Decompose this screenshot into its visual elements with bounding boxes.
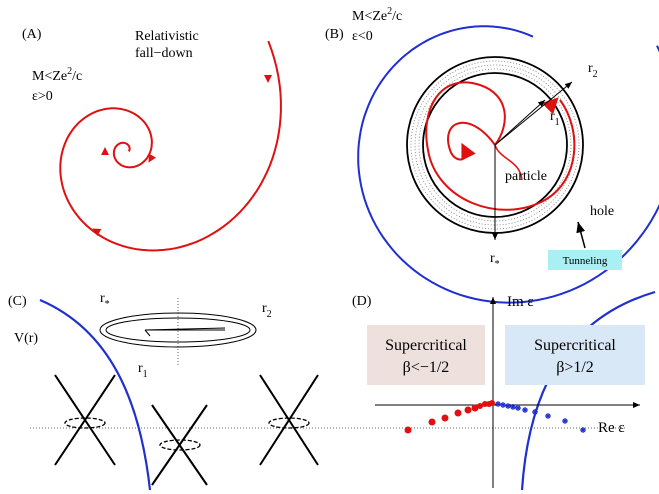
label: Tunneling xyxy=(563,255,608,267)
region-box xyxy=(367,325,485,385)
text: 1 xyxy=(555,117,560,128)
text: * xyxy=(495,259,500,270)
label: r* xyxy=(490,251,500,270)
arrowhead xyxy=(264,75,272,83)
label: Supercritical xyxy=(534,337,616,354)
label: r2 xyxy=(262,301,272,320)
text: M<Ze xyxy=(32,69,67,84)
point xyxy=(442,415,449,422)
label: V(r) xyxy=(14,331,38,346)
condition: M<Ze2/c xyxy=(352,6,402,24)
text: * xyxy=(105,299,110,310)
label: r* xyxy=(100,291,110,310)
point xyxy=(489,400,495,406)
point xyxy=(522,407,528,413)
point xyxy=(405,427,412,434)
panel-label: (D) xyxy=(352,294,372,309)
text: /c xyxy=(72,69,82,84)
text: 2 xyxy=(267,309,272,320)
label: particle xyxy=(505,169,547,184)
arrow xyxy=(548,103,553,108)
curve xyxy=(448,123,495,160)
label: hole xyxy=(590,204,614,219)
orbit-inner xyxy=(145,328,225,336)
energy: ε>0 xyxy=(32,89,53,104)
arrowhead xyxy=(101,147,109,155)
point xyxy=(495,401,501,407)
potential-curve xyxy=(522,292,655,490)
point xyxy=(515,405,521,411)
point xyxy=(465,407,472,414)
annotation: fall−down xyxy=(135,46,193,61)
label: β>1/2 xyxy=(556,359,594,376)
point xyxy=(455,410,462,417)
label: r2 xyxy=(588,61,598,80)
text: /c xyxy=(392,9,402,24)
spiral xyxy=(60,41,281,250)
condition: M<Ze2/c xyxy=(32,66,82,84)
label: β<−1/2 xyxy=(403,359,450,376)
region-box xyxy=(505,325,645,385)
text: M<Ze xyxy=(352,9,387,24)
arrow xyxy=(578,222,585,248)
cones xyxy=(55,375,318,485)
point xyxy=(545,413,551,419)
figure: (A) Relativistic fall−down M<Ze2/c ε>0 (… xyxy=(0,0,659,494)
text: 2 xyxy=(593,69,598,80)
point xyxy=(505,403,511,409)
panel-label: (C) xyxy=(8,294,27,309)
text: 1 xyxy=(143,369,148,380)
point xyxy=(500,402,506,408)
label: r1 xyxy=(138,361,148,380)
point xyxy=(429,419,436,426)
panel-label: (A) xyxy=(22,27,42,42)
axis-label: Re ε xyxy=(598,420,625,436)
point xyxy=(562,418,568,424)
axis-label: Im ε xyxy=(507,294,534,310)
annotation: Relativistic xyxy=(135,29,199,44)
label: Supercritical xyxy=(385,337,467,354)
energy: ε<0 xyxy=(352,29,373,44)
panel-label: (B) xyxy=(325,27,344,42)
